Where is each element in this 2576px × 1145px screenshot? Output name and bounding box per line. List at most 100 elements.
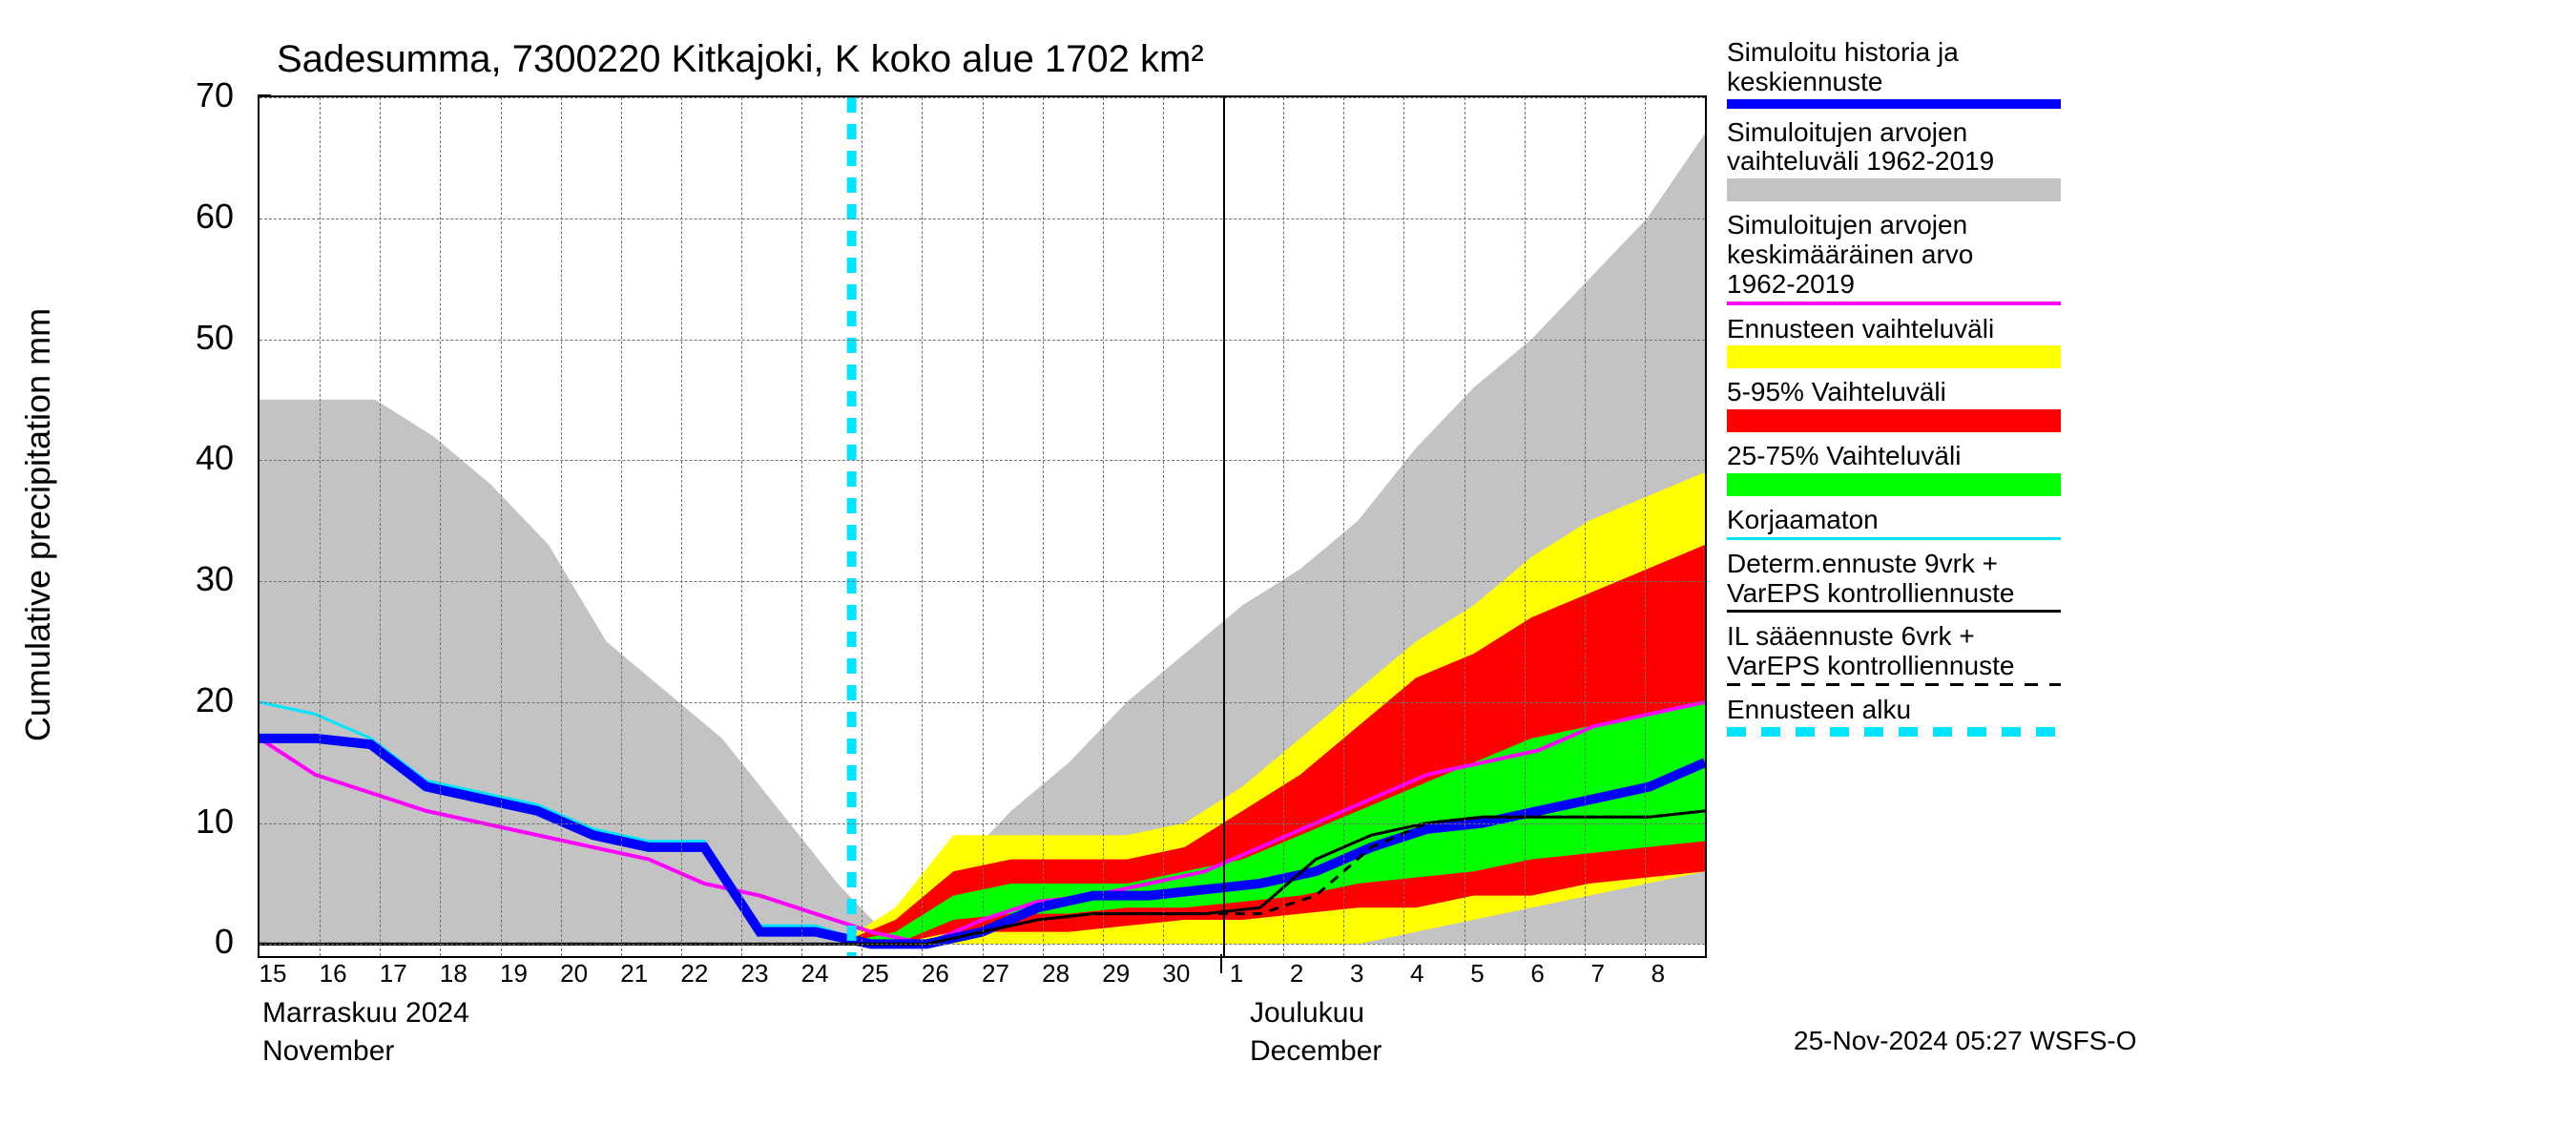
grid-line-v bbox=[1103, 97, 1104, 956]
month-label: Joulukuu bbox=[1250, 997, 1364, 1030]
legend-item: 5-95% Vaihteluväli bbox=[1727, 378, 2547, 432]
x-tick-label: 8 bbox=[1652, 959, 1665, 989]
legend-text: VarEPS kontrolliennuste bbox=[1727, 579, 2547, 609]
x-tick-label: 6 bbox=[1530, 959, 1544, 989]
y-tick-label: 50 bbox=[167, 318, 234, 358]
grid-line-v bbox=[1645, 97, 1646, 956]
legend-item: 25-75% Vaihteluväli bbox=[1727, 442, 2547, 496]
month-label: December bbox=[1250, 1035, 1381, 1068]
y-tick-label: 70 bbox=[167, 75, 234, 115]
timestamp: 25-Nov-2024 05:27 WSFS-O bbox=[1794, 1026, 2137, 1056]
grid-line-v bbox=[380, 97, 381, 956]
legend-swatch bbox=[1727, 345, 2061, 368]
x-tick-label: 24 bbox=[801, 959, 829, 989]
month-divider bbox=[1223, 97, 1225, 956]
x-tick-label: 26 bbox=[922, 959, 949, 989]
legend-text: keskimääräinen arvo bbox=[1727, 240, 2547, 270]
x-tick-label: 20 bbox=[560, 959, 588, 989]
legend-text: vaihteluväli 1962-2019 bbox=[1727, 147, 2547, 177]
legend-text: 25-75% Vaihteluväli bbox=[1727, 442, 2547, 471]
legend-text: Ennusteen vaihteluväli bbox=[1727, 315, 2547, 344]
x-tick-label: 22 bbox=[680, 959, 708, 989]
plot-area bbox=[258, 95, 1707, 958]
legend-text: Simuloitu historia ja bbox=[1727, 38, 2547, 68]
legend-item: Ennusteen vaihteluväli bbox=[1727, 315, 2547, 369]
x-tick-label: 23 bbox=[741, 959, 769, 989]
legend-text: Ennusteen alku bbox=[1727, 696, 2547, 725]
legend-text: 1962-2019 bbox=[1727, 270, 2547, 300]
x-tick-label: 25 bbox=[862, 959, 889, 989]
grid-line-v bbox=[621, 97, 622, 956]
y-tick-label: 10 bbox=[167, 802, 234, 842]
legend-swatch bbox=[1727, 409, 2061, 432]
y-axis-label-box: Cumulative precipitation mm bbox=[10, 95, 67, 954]
month-label: Marraskuu 2024 bbox=[262, 997, 469, 1030]
x-tick-label: 21 bbox=[620, 959, 648, 989]
x-tick-label: 27 bbox=[982, 959, 1009, 989]
legend-swatch bbox=[1727, 727, 2061, 737]
legend-item: IL sääennuste 6vrk + VarEPS kontrollienn… bbox=[1727, 622, 2547, 686]
legend-item: Determ.ennuste 9vrk +VarEPS kontrollienn… bbox=[1727, 550, 2547, 614]
legend-text: VarEPS kontrolliennuste bbox=[1727, 652, 2547, 681]
legend-item: Ennusteen alku bbox=[1727, 696, 2547, 737]
grid-line-v bbox=[1283, 97, 1284, 956]
legend-item: Simuloitujen arvojenkeskimääräinen arvo … bbox=[1727, 211, 2547, 304]
legend-swatch bbox=[1727, 473, 2061, 496]
chart-title: Sadesumma, 7300220 Kitkajoki, K koko alu… bbox=[277, 38, 1204, 81]
legend-text: Simuloitujen arvojen bbox=[1727, 211, 2547, 240]
chart-page: Sadesumma, 7300220 Kitkajoki, K koko alu… bbox=[0, 0, 2576, 1145]
x-tick-label: 15 bbox=[260, 959, 287, 989]
legend-text: Simuloitujen arvojen bbox=[1727, 118, 2547, 148]
grid-line-v bbox=[501, 97, 502, 956]
legend-swatch bbox=[1727, 537, 2061, 540]
legend-swatch bbox=[1727, 99, 2061, 109]
legend-item: Simuloitujen arvojenvaihteluväli 1962-20… bbox=[1727, 118, 2547, 202]
legend-item: Korjaamaton bbox=[1727, 506, 2547, 540]
grid-line-v bbox=[983, 97, 984, 956]
month-label: November bbox=[262, 1035, 394, 1068]
y-tick-label: 20 bbox=[167, 680, 234, 720]
x-tick-label: 30 bbox=[1162, 959, 1190, 989]
grid-line-v bbox=[561, 97, 562, 956]
legend-text: Korjaamaton bbox=[1727, 506, 2547, 535]
grid-line-v bbox=[741, 97, 742, 956]
y-tick-label: 0 bbox=[167, 922, 234, 962]
y-axis-label: Cumulative precipitation mm bbox=[18, 308, 58, 741]
x-tick-label: 29 bbox=[1102, 959, 1130, 989]
grid-line-v bbox=[440, 97, 441, 956]
grid-line-v bbox=[1403, 97, 1404, 956]
grid-line-v bbox=[1043, 97, 1044, 956]
legend-text: Determ.ennuste 9vrk + bbox=[1727, 550, 2547, 579]
grid-line-v bbox=[1343, 97, 1344, 956]
y-tick-label: 30 bbox=[167, 559, 234, 599]
legend-item: Simuloitu historia jakeskiennuste bbox=[1727, 38, 2547, 109]
grid-line-v bbox=[1585, 97, 1586, 956]
y-tick-label: 40 bbox=[167, 438, 234, 478]
x-tick-label: 3 bbox=[1350, 959, 1363, 989]
legend-text: 5-95% Vaihteluväli bbox=[1727, 378, 2547, 407]
x-tick-label: 2 bbox=[1290, 959, 1303, 989]
x-tick-label: 28 bbox=[1042, 959, 1070, 989]
x-tick-label: 1 bbox=[1230, 959, 1243, 989]
grid-line-v bbox=[681, 97, 682, 956]
grid-line-v bbox=[1163, 97, 1164, 956]
grid-line-v bbox=[801, 97, 802, 956]
legend: Simuloitu historia jakeskiennusteSimuloi… bbox=[1727, 38, 2547, 746]
legend-text: keskiennuste bbox=[1727, 68, 2547, 97]
x-tick-label: 4 bbox=[1410, 959, 1423, 989]
grid-line-v bbox=[320, 97, 321, 956]
x-tick-label: 18 bbox=[440, 959, 467, 989]
x-tick-label: 7 bbox=[1591, 959, 1605, 989]
legend-swatch bbox=[1727, 178, 2061, 201]
grid-line-v bbox=[922, 97, 923, 956]
grid-line-v bbox=[1525, 97, 1526, 956]
legend-text: IL sääennuste 6vrk + bbox=[1727, 622, 2547, 652]
x-tick-label: 5 bbox=[1470, 959, 1484, 989]
x-tick-label: 17 bbox=[380, 959, 407, 989]
x-tick-label: 19 bbox=[500, 959, 528, 989]
legend-swatch bbox=[1727, 610, 2061, 613]
legend-swatch bbox=[1727, 302, 2061, 305]
legend-swatch bbox=[1727, 683, 2061, 686]
x-tick-label: 16 bbox=[320, 959, 347, 989]
y-tick-label: 60 bbox=[167, 197, 234, 237]
